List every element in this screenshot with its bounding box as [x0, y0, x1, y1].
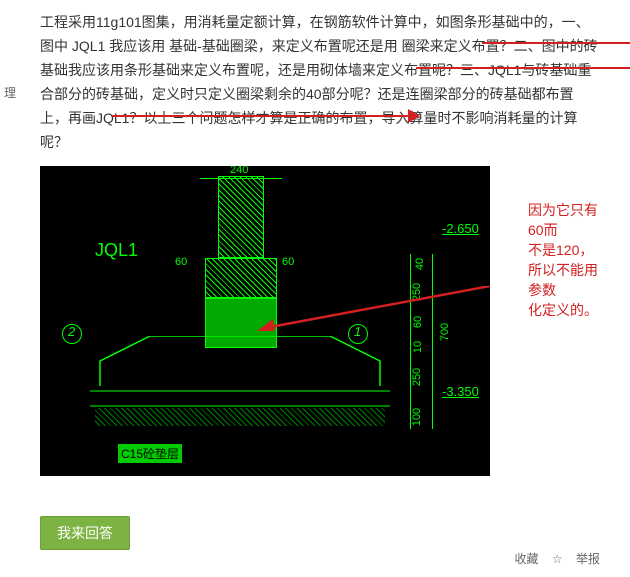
anno-l2: 不是120，: [528, 240, 600, 260]
anno-l3: 所以不能用参数: [528, 260, 600, 300]
anno-l1: 因为它只有60而: [528, 200, 600, 240]
underline-1: [482, 42, 630, 44]
anno-l4: 化定义的。: [528, 300, 600, 320]
cad-dim-240: 240: [230, 166, 248, 176]
star-icon: ☆: [552, 552, 563, 566]
cad-elev2: -3.350: [442, 384, 479, 399]
cad-dimline-top: [200, 178, 282, 179]
cad-column-hatch: [218, 176, 264, 258]
cad-drawing: 240 JQL1 60 60 40 250 60 10 250: [40, 166, 490, 476]
cad-dim-60l: 60: [175, 256, 187, 268]
report-link[interactable]: 举报: [576, 552, 600, 566]
question-body: 工程采用11g101图集，用消耗量定额计算，在钢筋软件计算中，如图条形基础中的，…: [40, 14, 598, 150]
cad-marker2: 2: [68, 324, 75, 339]
reply-button[interactable]: 我来回答: [40, 516, 130, 550]
cad-jql1-label: JQL1: [95, 240, 138, 261]
underline-2: [416, 67, 630, 69]
cad-d250: 250: [411, 368, 423, 386]
arrow-3: [408, 109, 420, 123]
cad-elev1: -2.650: [442, 221, 479, 236]
favorite-link[interactable]: 收藏: [515, 552, 539, 566]
cad-d100: 100: [411, 408, 423, 426]
content-area: 工程采用11g101图集，用消耗量定额计算，在钢筋软件计算中，如图条形基础中的，…: [0, 0, 630, 486]
footer-links: 收藏 ☆ 举报: [505, 550, 600, 567]
underline-3: [112, 115, 410, 117]
cad-d40: 40: [414, 258, 426, 270]
cad-dim-vline1: [410, 254, 411, 429]
cad-c15-label: C15砼垫层: [118, 444, 182, 463]
cad-dim-vline2: [432, 254, 433, 429]
question-text: 工程采用11g101图集，用消耗量定额计算，在钢筋软件计算中，如图条形基础中的，…: [40, 10, 600, 154]
annotation-text: 因为它只有60而 不是120， 所以不能用参数 化定义的。: [528, 200, 600, 320]
cad-d10: 10: [412, 341, 424, 353]
cad-pad-hatch: [95, 408, 385, 426]
cad-dim-60r: 60: [282, 256, 294, 268]
diagram-area: 240 JQL1 60 60 40 250 60 10 250: [40, 166, 600, 476]
red-pointer-arrow: [255, 286, 490, 336]
